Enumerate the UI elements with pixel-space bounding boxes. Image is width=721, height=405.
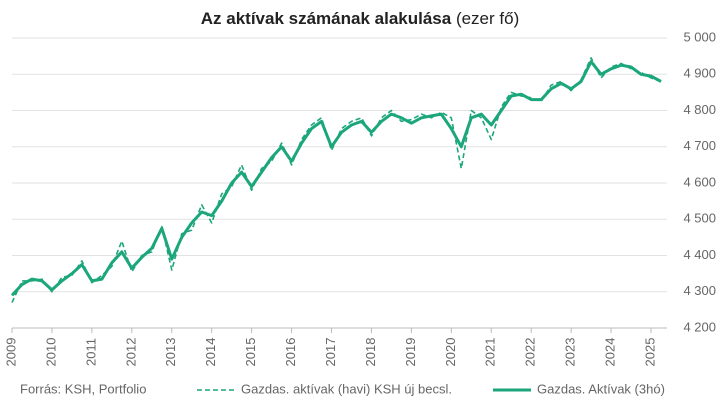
x-tick-label: 2014	[203, 338, 218, 367]
y-tick-label: 4 600	[683, 174, 716, 189]
x-tick-label: 2011	[83, 338, 98, 366]
x-tick-label: 2013	[163, 338, 178, 367]
source: Forrás: KSH, Portfolio	[20, 381, 146, 396]
legend-label: Gazdas. Aktívak (3hó)	[537, 381, 665, 396]
series-line	[10, 60, 662, 297]
x-tick-label: 2019	[403, 338, 418, 367]
x-tick-label: 2009	[3, 338, 18, 367]
y-tick-label: 5 000	[683, 29, 716, 44]
y-tick-label: 4 500	[683, 211, 716, 226]
x-tick-label: 2020	[443, 338, 458, 367]
x-tick-label: 2015	[243, 338, 258, 367]
x-tick-label: 2021	[483, 338, 498, 367]
legend-label: Gazdas. aktívak (havi) KSH új becsl.	[241, 381, 452, 396]
x-tick-label: 2018	[363, 338, 378, 367]
x-tick-label: 2016	[283, 338, 298, 367]
y-tick-label: 4 700	[683, 138, 716, 153]
x-tick-label: 2023	[563, 338, 578, 367]
chart-heading: Az aktívak számának alakulása (ezer fő)	[201, 9, 519, 28]
chart-title: Az aktívak számának alakulása	[201, 9, 452, 28]
x-tick-label: 2025	[642, 338, 657, 367]
chart-unit: (ezer fő)	[456, 9, 519, 28]
x-tick-label: 2017	[323, 338, 338, 367]
y-tick-label: 4 900	[683, 66, 716, 81]
y-tick-label: 4 200	[683, 319, 716, 334]
x-tick-label: 2024	[603, 338, 618, 367]
x-tick-label: 2010	[43, 338, 58, 367]
y-tick-label: 4 800	[683, 102, 716, 117]
y-tick-label: 4 300	[683, 283, 716, 298]
x-tick-label: 2022	[523, 338, 538, 367]
x-tick-label: 2012	[123, 338, 138, 367]
y-tick-label: 4 400	[683, 247, 716, 262]
